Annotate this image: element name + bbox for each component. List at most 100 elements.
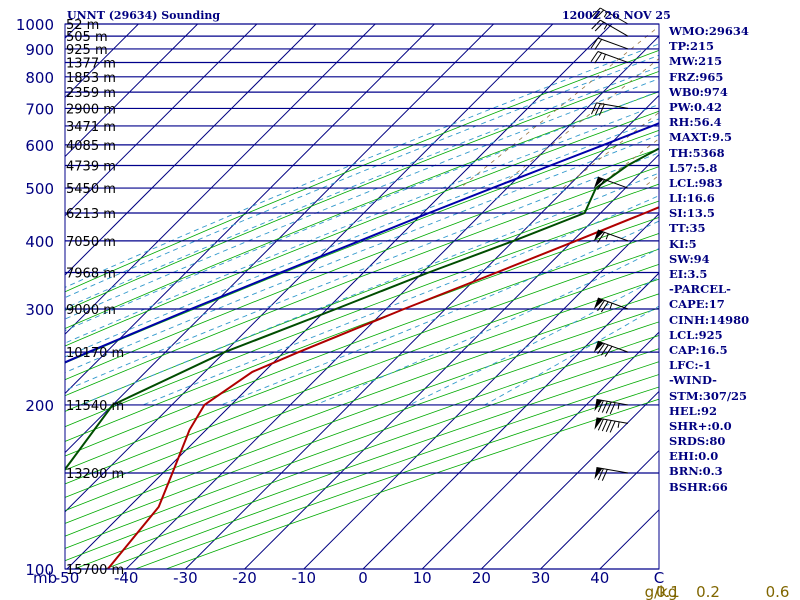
wind-barb bbox=[593, 340, 629, 357]
isotherm-line bbox=[65, 24, 317, 276]
moist-adiabat-line bbox=[221, 220, 659, 406]
index-item: LCL:925 bbox=[669, 327, 723, 342]
barb-flag bbox=[598, 104, 605, 116]
isotherm-line bbox=[185, 94, 659, 569]
wind-barb bbox=[591, 7, 629, 25]
barb-flag bbox=[609, 420, 616, 433]
barb-shaft bbox=[600, 19, 629, 37]
height-label: 10170 m bbox=[66, 346, 124, 361]
wind-barb bbox=[594, 466, 629, 481]
barb-flag bbox=[601, 419, 608, 432]
mixing-ratio-line bbox=[497, 58, 659, 189]
wind-barb bbox=[591, 19, 629, 37]
barb-flag bbox=[597, 468, 604, 481]
temperature-label: 0 bbox=[358, 569, 368, 587]
barb-shaft bbox=[596, 102, 629, 109]
barb-flag bbox=[600, 301, 609, 313]
wind-barb bbox=[593, 229, 629, 243]
index-item: MAXT:9.5 bbox=[669, 130, 732, 145]
barb-pennant bbox=[593, 229, 604, 242]
moist-adiabat-line bbox=[65, 134, 659, 373]
index-item: SHR+:0.0 bbox=[669, 418, 732, 433]
dry-adiabat-line bbox=[65, 307, 659, 524]
parcel-profile bbox=[65, 122, 659, 364]
wind-barb bbox=[590, 102, 629, 116]
barb-shaft bbox=[597, 229, 629, 242]
index-item: SRDS:80 bbox=[669, 434, 726, 449]
plot-frame bbox=[64, 23, 660, 570]
dry-adiabat-line bbox=[65, 233, 659, 457]
barb-shaft bbox=[597, 176, 629, 189]
barb-flag bbox=[604, 346, 613, 357]
index-item: WB0:974 bbox=[669, 84, 728, 99]
isotherm-line bbox=[303, 213, 659, 569]
barb-flag bbox=[601, 401, 608, 413]
barb-half-flag bbox=[603, 11, 608, 18]
pressure-label: 400 bbox=[25, 233, 54, 251]
barb-flag bbox=[597, 179, 605, 191]
height-label: 505 m bbox=[66, 30, 108, 45]
pressure-label: 900 bbox=[25, 41, 54, 59]
barb-flag bbox=[594, 9, 605, 20]
dewpoint-profile bbox=[65, 147, 659, 472]
height-label: 4739 m bbox=[66, 160, 116, 175]
wind-barb bbox=[594, 417, 629, 433]
dry-adiabat-line bbox=[65, 110, 659, 347]
height-label: 925 m bbox=[66, 43, 108, 58]
index-item: FRZ:965 bbox=[669, 69, 724, 84]
dry-adiabat-line bbox=[65, 293, 659, 512]
temperature-label: -10 bbox=[292, 569, 317, 587]
pressure-label: 1000 bbox=[16, 16, 54, 34]
isotherm-line bbox=[244, 153, 659, 569]
height-label: 2900 m bbox=[66, 102, 116, 117]
isotherm-line bbox=[421, 331, 659, 569]
isotherm-line bbox=[65, 24, 435, 395]
pressure-label: 300 bbox=[25, 301, 54, 319]
pressure-label: 600 bbox=[25, 137, 54, 155]
wind-barb bbox=[590, 51, 629, 64]
isotherm-line bbox=[65, 24, 198, 158]
height-label: 52 m bbox=[66, 18, 99, 33]
dry-adiabat-line bbox=[65, 278, 659, 498]
moist-adiabat-line bbox=[80, 172, 659, 406]
wind-barb bbox=[594, 398, 629, 415]
index-item: EI:3.5 bbox=[669, 267, 708, 281]
pressure-label: 100 bbox=[25, 561, 54, 579]
barb-shaft bbox=[596, 417, 629, 424]
mixing-ratio-label: 0.6 bbox=[766, 583, 790, 600]
barb-flag bbox=[594, 39, 603, 50]
barb-shaft bbox=[597, 297, 629, 310]
stability-index-list: WMO:29634 TP:215 MW:215 FRZ:965 WB0:974 PW:0.… bbox=[669, 24, 799, 495]
moist-adiabat-line bbox=[65, 66, 659, 309]
index-item: LFC:-1 bbox=[669, 358, 712, 373]
barb-pennant bbox=[593, 298, 604, 310]
isotherm-line bbox=[66, 24, 613, 569]
index-item: TP:215 bbox=[669, 39, 715, 54]
temperature-label: 30 bbox=[531, 569, 550, 587]
height-label: 4085 m bbox=[66, 139, 116, 154]
index-item: RH:56.4 bbox=[669, 115, 722, 130]
isotherm-line bbox=[362, 272, 659, 569]
index-item: SW:94 bbox=[669, 251, 710, 266]
moist-adiabat-line bbox=[65, 78, 659, 320]
barb-flag bbox=[600, 344, 609, 356]
index-item: CAP:16.5 bbox=[669, 342, 728, 357]
barb-flag bbox=[605, 420, 612, 432]
temperature-label: -20 bbox=[232, 569, 257, 587]
dry-adiabat-line bbox=[65, 166, 659, 397]
height-label: 3471 m bbox=[66, 120, 116, 135]
index-item: EHI:0.0 bbox=[669, 449, 719, 464]
temperature-label: 10 bbox=[413, 569, 432, 587]
dry-adiabat-line bbox=[65, 217, 659, 442]
temperature-label: -30 bbox=[173, 569, 198, 587]
temperature-label: 40 bbox=[590, 569, 609, 587]
barb-half-flag bbox=[617, 421, 620, 428]
isotherm-line bbox=[540, 449, 659, 569]
barb-flag bbox=[590, 102, 597, 115]
moist-adiabat-line bbox=[65, 118, 659, 358]
pressure-label: 700 bbox=[25, 100, 54, 118]
isotherm-line bbox=[65, 24, 376, 335]
temperature-label: -50 bbox=[55, 569, 80, 587]
mixing-ratio-unit-label: g/kg bbox=[645, 583, 678, 600]
barb-flag bbox=[597, 400, 604, 413]
